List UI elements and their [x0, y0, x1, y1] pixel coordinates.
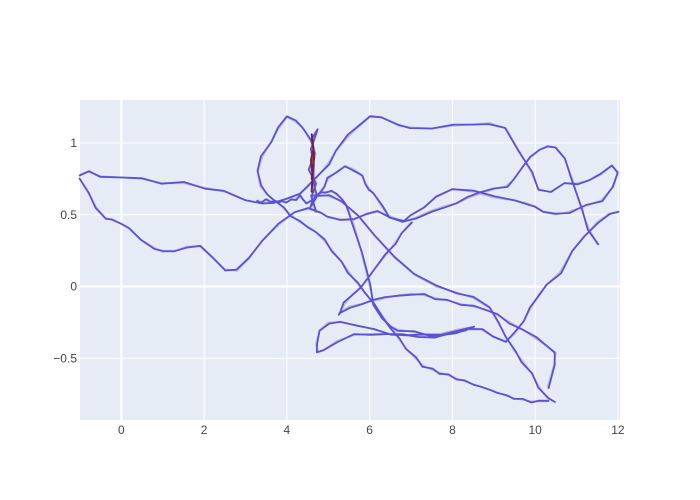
y-tick-label: 1 — [70, 136, 77, 150]
noisy-series-line — [78, 145, 600, 272]
x-tick-label: 0 — [118, 423, 125, 437]
noisy-series-line — [338, 221, 556, 390]
plot-area[interactable] — [80, 100, 620, 420]
x-tick-label: 10 — [528, 423, 542, 437]
y-axis-ticks: −0.5 0 0.5 1 — [53, 136, 77, 365]
x-tick-label: 8 — [449, 423, 456, 437]
noisy-series-line — [256, 115, 550, 404]
y-tick-label: −0.5 — [53, 351, 77, 365]
x-tick-label: 12 — [611, 423, 625, 437]
y-tick-label: 0.5 — [60, 208, 77, 222]
highlight-segment — [309, 133, 316, 193]
highlight-series-line — [309, 133, 316, 193]
x-axis-ticks: 0 2 4 6 8 10 12 — [118, 423, 625, 437]
x-tick-label: 4 — [284, 423, 291, 437]
noisy-series-line — [315, 320, 476, 354]
noisy-series-line — [310, 189, 620, 343]
noisy-series-line — [317, 194, 556, 403]
x-tick-label: 6 — [366, 423, 373, 437]
noisy-series-line — [78, 115, 619, 222]
noisy-series-line — [307, 128, 319, 213]
noisy-curves — [78, 115, 620, 404]
x-tick-label: 2 — [201, 423, 208, 437]
y-tick-label: 0 — [70, 280, 77, 294]
